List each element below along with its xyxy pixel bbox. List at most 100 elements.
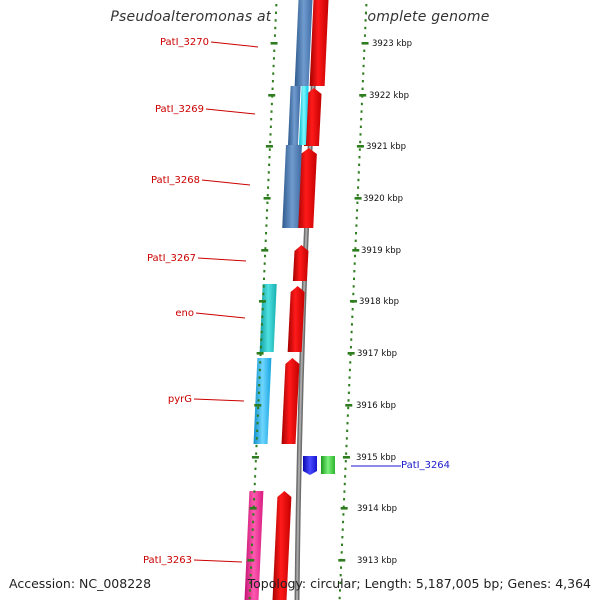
kbp-tick-label: 3921 kbp bbox=[366, 142, 406, 152]
tick-dot bbox=[256, 429, 259, 432]
tick-dot bbox=[357, 178, 360, 182]
major-tick-right bbox=[361, 42, 369, 45]
accession-text: Accession: NC_008228 bbox=[9, 576, 152, 591]
major-tick-left bbox=[254, 404, 262, 407]
major-tick-left bbox=[270, 42, 278, 45]
forward-gene-pyrG bbox=[281, 358, 300, 444]
tick-dot bbox=[264, 254, 267, 258]
tick-dot bbox=[353, 262, 356, 265]
tick-dot bbox=[355, 232, 358, 235]
tick-dot bbox=[341, 528, 344, 531]
tick-dot bbox=[359, 125, 362, 128]
tick-dot bbox=[353, 277, 356, 280]
tick-dot bbox=[339, 581, 342, 584]
tick-dot bbox=[260, 338, 263, 341]
tick-dot bbox=[257, 391, 260, 394]
major-tick-left bbox=[263, 197, 271, 200]
major-tick-right bbox=[356, 145, 364, 148]
tick-dot bbox=[254, 467, 257, 470]
major-tick-left bbox=[247, 559, 255, 562]
tick-dot bbox=[345, 444, 348, 448]
tick-dot bbox=[251, 536, 254, 539]
tick-dot bbox=[338, 589, 341, 592]
gene-label: pyrG bbox=[168, 394, 192, 405]
tick-dot bbox=[266, 201, 269, 204]
kbp-tick-label: 3920 kbp bbox=[363, 194, 403, 204]
gene-label-3264: PatI_3264 bbox=[401, 460, 450, 471]
tick-dot bbox=[269, 133, 272, 136]
tick-dot bbox=[349, 346, 352, 349]
tick-dot bbox=[343, 498, 346, 501]
reverse-gene-3269 bbox=[298, 86, 309, 145]
tick-dot bbox=[263, 262, 266, 265]
tick-dot bbox=[269, 140, 272, 144]
kbp-tick-label: 3923 kbp bbox=[372, 39, 412, 49]
tick-dot bbox=[365, 4, 368, 7]
kbp-tick-label: 3919 kbp bbox=[361, 246, 401, 256]
tick-dot bbox=[347, 406, 350, 410]
tick-dot bbox=[259, 353, 262, 356]
tick-dot bbox=[350, 330, 353, 334]
tick-dot bbox=[348, 384, 351, 387]
tick-dot bbox=[363, 34, 366, 37]
tick-dot bbox=[340, 551, 343, 554]
tick-dot bbox=[274, 19, 277, 22]
gene-leader-line bbox=[210, 41, 259, 48]
tick-dot bbox=[272, 57, 275, 60]
tick-dot bbox=[274, 11, 277, 14]
forward-gene-3270 bbox=[309, 0, 329, 86]
major-tick-left bbox=[258, 300, 266, 303]
tick-dot bbox=[364, 11, 367, 14]
tick-dot bbox=[338, 596, 341, 600]
tick-dot bbox=[269, 125, 272, 128]
tick-dot bbox=[351, 308, 354, 311]
tick-dot bbox=[359, 140, 362, 144]
tick-dot bbox=[263, 270, 266, 273]
tick-dot bbox=[343, 490, 346, 493]
tick-dot bbox=[252, 505, 255, 508]
tick-dot bbox=[271, 87, 274, 90]
reverse-gene-3268 bbox=[282, 145, 302, 228]
major-tick-left bbox=[256, 352, 264, 355]
tick-dot bbox=[364, 19, 367, 22]
tick-dot bbox=[339, 574, 342, 577]
tick-dot bbox=[361, 87, 364, 90]
major-tick-right bbox=[349, 300, 357, 303]
major-tick-right bbox=[359, 94, 367, 97]
tick-dot bbox=[248, 589, 251, 592]
tick-dot bbox=[260, 323, 263, 326]
tick-dot bbox=[250, 566, 253, 569]
tick-dot bbox=[253, 490, 256, 493]
kbp-tick-label: 3916 kbp bbox=[356, 401, 396, 411]
tick-dot bbox=[261, 315, 264, 318]
tick-dot bbox=[258, 384, 261, 387]
tick-dot bbox=[348, 368, 351, 372]
tick-dot bbox=[265, 224, 268, 227]
tick-dot bbox=[254, 460, 257, 463]
tick-dot bbox=[255, 444, 258, 448]
tick-dot bbox=[354, 254, 357, 258]
tick-dot bbox=[264, 247, 267, 250]
tick-dot bbox=[346, 414, 349, 417]
left-dot-row bbox=[248, 4, 278, 600]
tick-dot bbox=[266, 194, 269, 197]
reverse-gene-3269a bbox=[287, 86, 301, 145]
gene-leader-line bbox=[205, 108, 256, 115]
tick-dot bbox=[340, 566, 343, 569]
tick-dot bbox=[342, 520, 345, 524]
tick-dot bbox=[267, 186, 270, 189]
kbp-tick-label: 3922 kbp bbox=[369, 91, 409, 101]
gene-leader-line bbox=[201, 179, 251, 186]
gene-3264-green bbox=[321, 456, 335, 474]
tick-dot bbox=[353, 270, 356, 273]
tick-dot bbox=[359, 133, 362, 136]
tick-dot bbox=[253, 482, 256, 486]
gene-label: PatI_3263 bbox=[143, 555, 192, 566]
gene-leader-line bbox=[197, 257, 247, 262]
tick-dot bbox=[349, 361, 352, 364]
tick-dot bbox=[262, 292, 265, 296]
tick-dot bbox=[361, 80, 364, 83]
tick-dot bbox=[265, 232, 268, 235]
tick-dot bbox=[356, 194, 359, 197]
tick-dot bbox=[358, 148, 361, 151]
